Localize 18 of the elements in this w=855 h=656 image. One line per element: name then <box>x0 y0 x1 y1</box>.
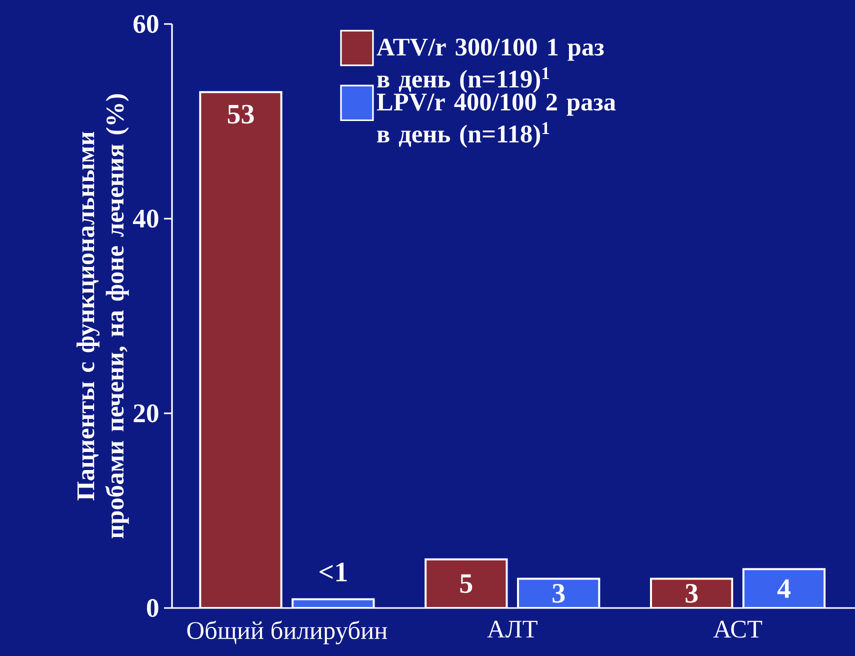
bar <box>199 91 282 608</box>
bar <box>424 558 508 608</box>
x-tick-label: Общий билирубин <box>187 620 388 644</box>
x-tick-label: АСТ <box>713 620 762 638</box>
x-tick-label: АЛТ <box>487 620 538 638</box>
data-label: 3 <box>552 584 565 603</box>
y-tick-label: 0 <box>146 599 158 617</box>
data-label: <1 <box>320 562 347 582</box>
data-label: 5 <box>460 574 472 593</box>
y-tick-label: 20 <box>134 404 158 422</box>
y-tick-label: 60 <box>134 14 158 33</box>
data-label: 53 <box>228 104 254 124</box>
y-axis-title: Пациенты с функциональными пробами печени, на фоне лечения (%) <box>76 94 129 538</box>
legend-label: ATV/r 300/100 1 раз в день (n=119)$^{1}$ <box>376 38 604 93</box>
legend-label: LPV/r 400/100 2 раза в день (n=118)$^{1}$ <box>376 94 616 148</box>
data-label: 4 <box>777 579 790 598</box>
y-tick-label: 40 <box>132 210 158 228</box>
data-label: 3 <box>686 584 698 603</box>
